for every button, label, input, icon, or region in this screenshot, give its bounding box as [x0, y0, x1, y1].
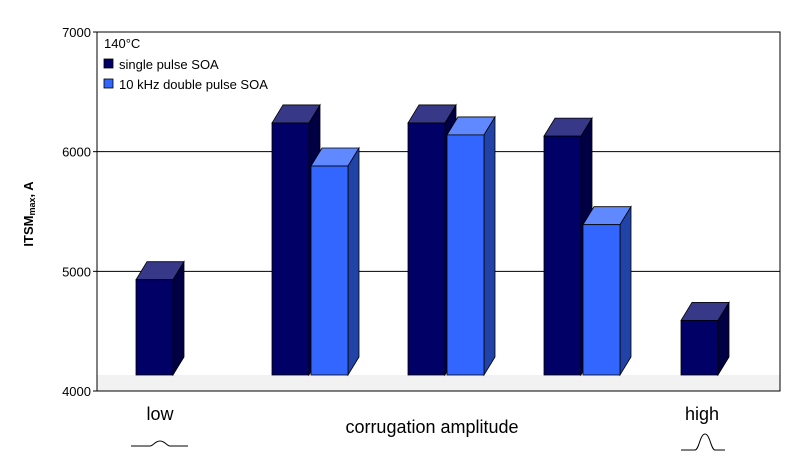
x-axis-label: corrugation amplitude — [345, 417, 518, 437]
low-label: low — [146, 404, 174, 424]
y-axis: 4000 5000 6000 7000 — [62, 25, 97, 399]
y-tick-label: 7000 — [62, 25, 91, 40]
bar-front — [543, 135, 582, 376]
y-tick-label: 4000 — [62, 384, 91, 399]
legend: single pulse SOA 10 kHz double pulse SOA — [103, 57, 268, 92]
bar-front — [135, 279, 174, 376]
bars — [135, 103, 730, 377]
bar-front — [446, 134, 485, 376]
legend-label: single pulse SOA — [119, 57, 219, 72]
y-axis-label-sub: max — [27, 198, 37, 216]
y-tick-label: 6000 — [62, 145, 91, 160]
bar — [135, 260, 185, 377]
bar-front — [271, 122, 310, 376]
high-label: high — [685, 404, 719, 424]
y-axis-label: ITSMmax, A — [21, 181, 37, 247]
bar-front — [680, 319, 719, 376]
y-axis-label-unit: , A — [21, 181, 36, 198]
bar — [680, 300, 730, 377]
bar-front — [310, 165, 349, 376]
y-tick-label: 5000 — [62, 264, 91, 279]
bar-front — [582, 224, 621, 376]
y-axis-label-main: ITSM — [21, 216, 36, 247]
chart-annotation: 140°C — [104, 36, 140, 51]
legend-swatch — [103, 78, 114, 89]
bar-side — [172, 260, 185, 377]
bar-side — [483, 115, 496, 377]
bar-side — [619, 205, 632, 377]
floor-strip — [97, 375, 780, 391]
high-amplitude-icon — [681, 433, 725, 451]
legend-swatch — [103, 58, 114, 69]
bar — [310, 146, 360, 377]
legend-label: 10 kHz double pulse SOA — [119, 77, 268, 92]
bar-side — [347, 146, 360, 377]
chart-floor — [97, 375, 780, 391]
plot-area — [96, 31, 781, 392]
low-amplitude-icon — [131, 440, 188, 447]
bar — [446, 115, 496, 377]
bar — [582, 205, 632, 377]
bar-front — [407, 122, 446, 376]
